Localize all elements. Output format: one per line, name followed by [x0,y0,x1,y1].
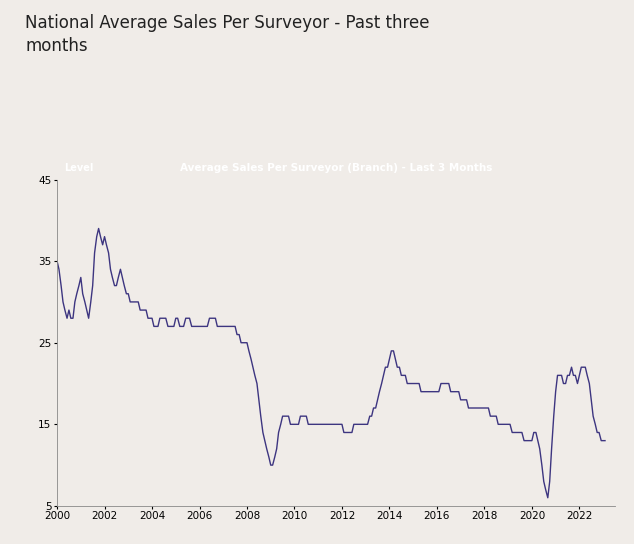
Text: Average Sales Per Surveyor (Branch) - Last 3 Months: Average Sales Per Surveyor (Branch) - La… [180,163,492,172]
Text: National Average Sales Per Surveyor - Past three
months: National Average Sales Per Surveyor - Pa… [25,14,430,55]
Text: Level: Level [64,163,93,172]
